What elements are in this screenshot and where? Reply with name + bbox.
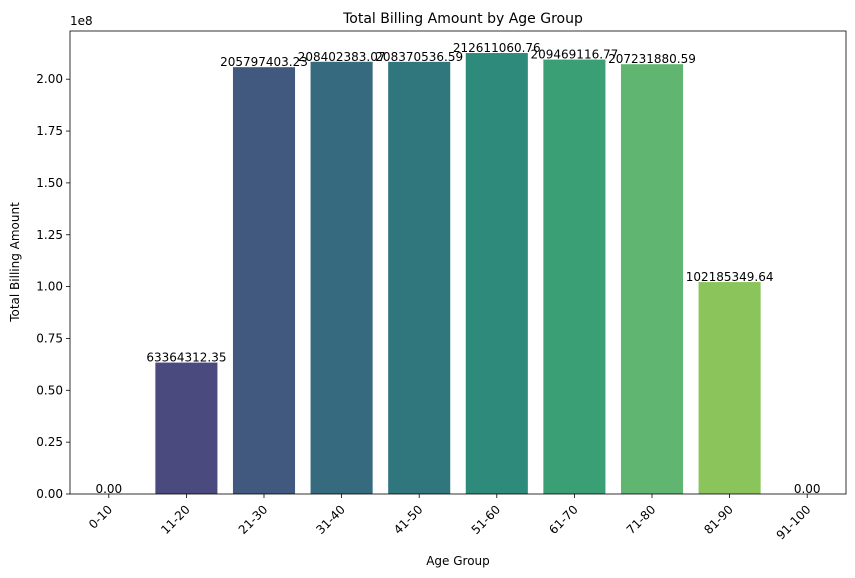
bar-51-60 [465,53,528,495]
x-tick-label: 21-30 [236,502,271,537]
y-axis-ticks: 0.00 0.25 0.50 0.75 1.00 1.25 1.50 1.75 2.00 [36,72,70,501]
x-tick-label: 51-60 [469,502,504,537]
bar-71-80 [620,64,684,494]
y-tick-label: 1.50 [36,176,63,190]
value-labels-group: 0.0063364312.35205797403.23208402383.072… [95,41,820,496]
bar-61-70 [543,59,606,495]
chart-title: Total Billing Amount by Age Group [342,11,583,27]
bars-group [155,53,761,495]
bar-81-90 [698,282,761,494]
x-axis-ticks: 0-10 11-20 21-30 31-40 41-50 51-60 61-70 71-80 8… [86,494,814,542]
x-tick-label: 0-10 [86,502,115,531]
y-tick-label: 0.25 [36,435,63,449]
value-label-81-90: 102185349.64 [686,270,774,284]
bar-11-20 [155,362,218,494]
x-tick-label: 11-20 [158,502,193,537]
value-label-41-50: 208370536.59 [375,50,463,64]
x-tick-label: 81-90 [701,502,736,537]
x-tick-label: 61-70 [546,502,581,537]
value-label-71-80: 207231880.59 [608,52,696,66]
plot-frame [69,30,847,495]
value-label-51-60: 212611060.76 [453,41,541,55]
y-tick-label: 1.25 [36,228,63,242]
value-label-21-30: 205797403.23 [220,55,308,69]
y-tick-label: 1.75 [36,124,63,138]
value-label-91-100: 0.00 [794,482,821,496]
y-axis-title: Total Billing Amount [8,202,22,323]
bar-21-30 [232,67,296,494]
y-tick-label: 0.00 [36,487,63,501]
value-label-31-40: 208402383.07 [298,50,386,64]
value-label-11-20: 63364312.35 [146,351,226,365]
value-label-61-70: 209469116.77 [531,48,619,62]
x-axis-title: Age Group [426,554,490,568]
y-tick-label: 0.50 [36,383,63,397]
x-tick-label: 41-50 [391,502,426,537]
y-tick-label: 1.00 [36,280,63,294]
y-tick-label: 0.75 [36,331,63,345]
y-axis-offset-label: 1e8 [70,14,93,28]
value-label-0-10: 0.00 [95,482,122,496]
x-tick-label: 31-40 [313,502,348,537]
bar-41-50 [388,61,451,494]
x-tick-label: 91-100 [774,502,814,542]
y-tick-label: 2.00 [36,72,63,86]
x-tick-label: 71-80 [624,502,659,537]
bar-31-40 [310,61,373,494]
